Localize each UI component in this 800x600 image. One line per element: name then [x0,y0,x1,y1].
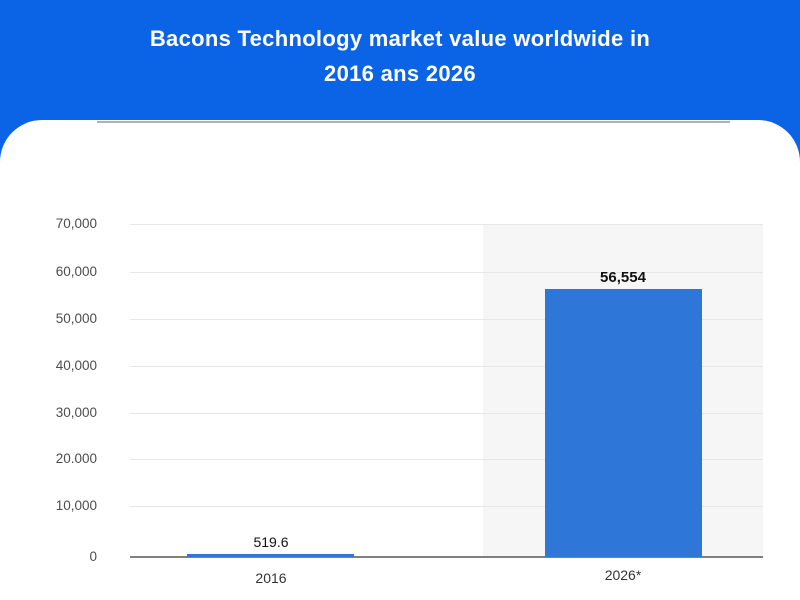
x-axis-line [130,556,763,558]
page-title-line1: Bacons Technology market value worldwide… [149,26,651,51]
y-tick-label: 20.000 [55,451,97,466]
bar-2026 [545,289,702,557]
gridline [130,366,763,367]
y-tick-label: 60,000 [55,264,97,279]
chart-header: Bacons Technology market value worldwide… [0,0,800,120]
y-tick-label: 0 [89,549,97,564]
y-tick-label: 10,000 [55,498,97,513]
gridline [130,272,763,273]
y-tick-label: 40,000 [55,358,97,373]
gridline [130,413,763,414]
y-tick-label: 30,000 [55,405,97,420]
x-tick-label-2016: 2016 [255,570,287,586]
y-tick-label: 50,000 [55,311,97,326]
bar-2016 [187,554,354,557]
value-label-2016: 519.6 [253,534,289,550]
divider-line [97,121,730,123]
page-title: Bacons Technology market value worldwide… [0,21,800,91]
page-title-line2: 2016 ans 2026 [324,61,476,86]
x-tick-label-2026: 2026* [604,567,642,583]
value-label-2026: 56,554 [600,269,646,286]
gridline [130,319,763,320]
gridline [130,459,763,460]
gridline [130,506,763,507]
gridline [130,224,763,225]
y-tick-label: 70,000 [55,216,97,231]
